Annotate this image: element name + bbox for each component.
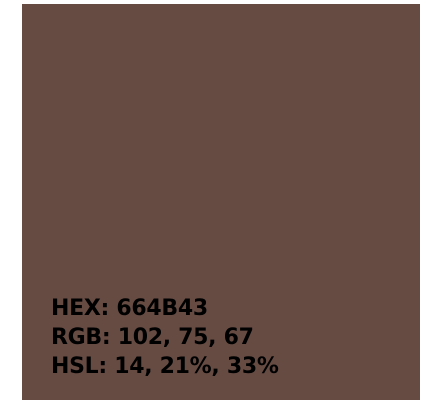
hsl-value: HSL: 14, 21%, 33% <box>51 354 279 379</box>
rgb-value: RGB: 102, 75, 67 <box>51 325 254 350</box>
color-values: HEX: 664B43 RGB: 102, 75, 67 HSL: 14, 21… <box>51 294 279 381</box>
hex-value: HEX: 664B43 <box>51 296 208 321</box>
color-swatch: HEX: 664B43 RGB: 102, 75, 67 HSL: 14, 21… <box>22 4 420 400</box>
